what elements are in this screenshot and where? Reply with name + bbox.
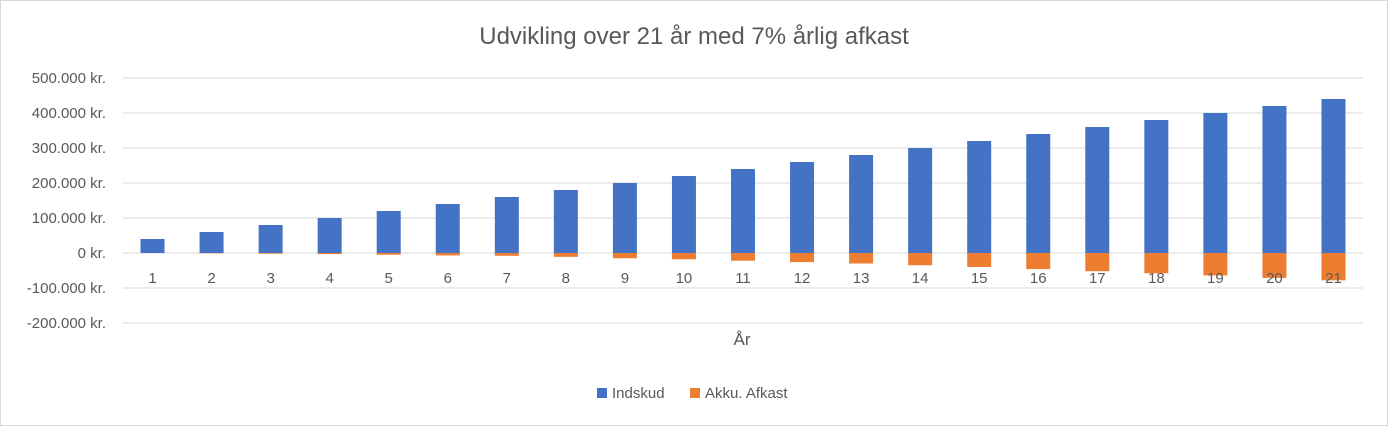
chart-title: Udvikling over 21 år med 7% årlig afkast (479, 23, 909, 50)
x-tick-label: 15 (971, 270, 988, 287)
x-tick-label: 18 (1148, 270, 1165, 287)
bar-indskud (494, 197, 519, 253)
y-axis-ticks: 500.000 kr. 400.000 kr. 300.000 kr. 200.000… (27, 70, 106, 332)
bar-akku-afkast (1085, 253, 1110, 272)
bar-akku-afkast (1321, 253, 1346, 281)
legend-swatch-akku-afkast (690, 388, 700, 398)
bar-indskud (790, 162, 815, 253)
bar-indskud (376, 211, 401, 253)
x-tick-label: 1 (148, 270, 156, 287)
x-tick-label: 2 (207, 270, 215, 287)
legend-label-indskud: Indskud (612, 385, 665, 402)
bar-akku-afkast (671, 253, 696, 260)
bar-akku-afkast (1144, 253, 1169, 274)
y-tick-label: -200.000 kr. (27, 315, 106, 332)
x-tick-label: 8 (562, 270, 570, 287)
bar-akku-afkast (967, 253, 992, 267)
x-tick-label: 9 (621, 270, 629, 287)
bar-akku-afkast (553, 253, 578, 257)
bar-akku-afkast (790, 253, 815, 263)
bar-akku-afkast (1262, 253, 1287, 278)
bar-indskud (849, 155, 874, 253)
x-tick-label: 21 (1325, 270, 1342, 287)
legend-swatch-indskud (597, 388, 607, 398)
x-tick-label: 7 (503, 270, 511, 287)
y-tick-label: -100.000 kr. (27, 280, 106, 297)
y-tick-label: 0 kr. (78, 245, 106, 262)
bar-indskud (1144, 120, 1169, 253)
bar-akku-afkast (1026, 253, 1051, 270)
x-axis-title: År (734, 330, 751, 349)
bar-indskud (1085, 127, 1110, 253)
x-tick-label: 16 (1030, 270, 1047, 287)
bar-akku-afkast (376, 253, 401, 255)
bar-indskud (671, 176, 696, 253)
y-tick-label: 200.000 kr. (32, 175, 106, 192)
bar-indskud (258, 225, 283, 253)
bar-indskud (1262, 106, 1287, 253)
bar-indskud (317, 218, 342, 253)
x-tick-label: 3 (266, 270, 274, 287)
bar-indskud (908, 148, 933, 253)
bar-indskud (612, 183, 637, 253)
bar-indskud (199, 232, 224, 253)
bar-akku-afkast (494, 253, 519, 256)
bar-indskud (140, 239, 165, 253)
bar-indskud (553, 190, 578, 253)
x-tick-label: 20 (1266, 270, 1283, 287)
y-tick-label: 400.000 kr. (32, 105, 106, 122)
bar-akku-afkast (731, 253, 755, 261)
bar-akku-afkast (435, 253, 460, 256)
bar-akku-afkast (612, 253, 637, 259)
legend: Indskud Akku. Afkast (597, 385, 788, 402)
bar-akku-afkast (258, 253, 283, 254)
x-axis-ticks: 1 2 3 4 5 6 7 8 9 10 11 12 13 14 15 16 17 18 19 20 21 (148, 270, 1341, 287)
legend-label-akku-afkast: Akku. Afkast (705, 385, 788, 402)
bar-akku-afkast (908, 253, 933, 266)
x-tick-label: 13 (853, 270, 870, 287)
bar-indskud (967, 141, 992, 253)
x-tick-label: 6 (444, 270, 452, 287)
y-tick-label: 500.000 kr. (32, 70, 106, 87)
y-tick-label: 100.000 kr. (32, 210, 106, 227)
bar-indskud (1321, 99, 1346, 253)
x-tick-label: 11 (735, 270, 751, 287)
bar-indskud (435, 204, 460, 253)
y-tick-label: 300.000 kr. (32, 140, 106, 157)
bar-indskud (731, 169, 755, 253)
bar-indskud (1203, 113, 1228, 253)
x-tick-label: 17 (1089, 270, 1106, 287)
bar-akku-afkast (849, 253, 874, 264)
bars (140, 99, 1346, 281)
x-tick-label: 14 (912, 270, 929, 287)
bar-akku-afkast (317, 253, 342, 255)
x-tick-label: 4 (325, 270, 333, 287)
bar-akku-afkast (1203, 253, 1228, 276)
x-tick-label: 10 (676, 270, 693, 287)
bar-indskud (1026, 134, 1051, 253)
x-tick-label: 5 (385, 270, 393, 287)
x-tick-label: 12 (794, 270, 811, 287)
x-tick-label: 19 (1207, 270, 1224, 287)
